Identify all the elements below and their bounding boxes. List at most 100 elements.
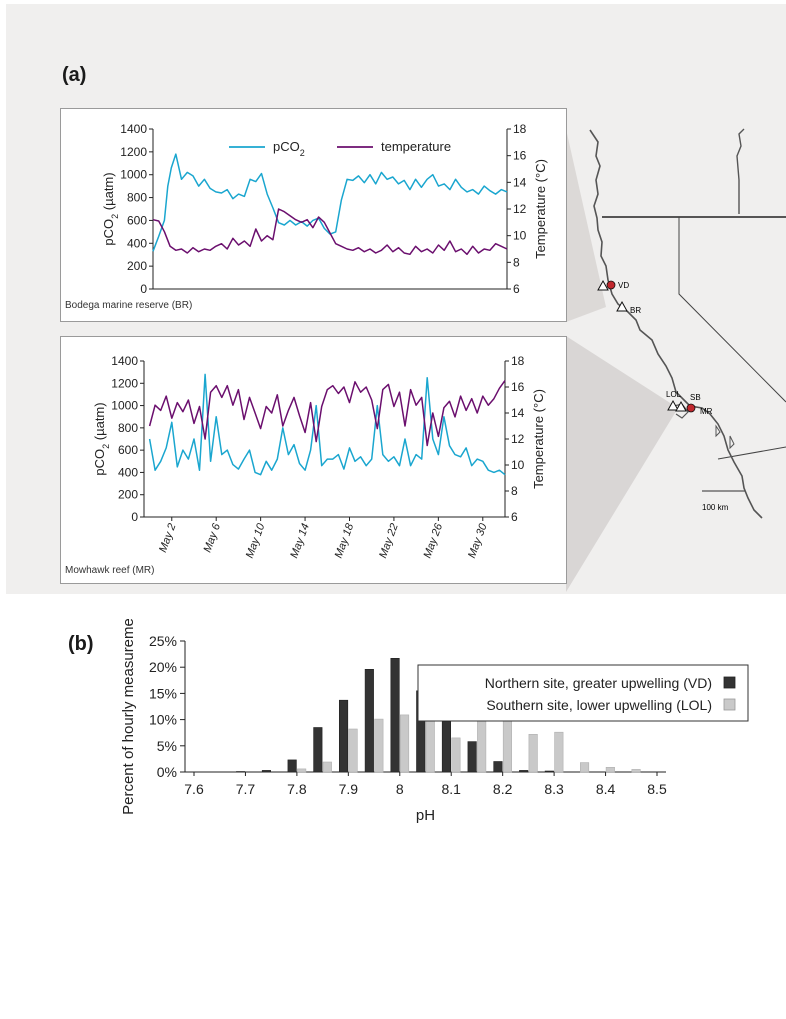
x-tick-label: 7.6 xyxy=(184,781,204,797)
bar-vd-7.85 xyxy=(313,727,323,773)
legend-label-pco2-subscript: 2 xyxy=(300,148,305,158)
island xyxy=(715,424,721,438)
site-marker-vd-red xyxy=(606,280,616,290)
y2-tick-label: 8 xyxy=(511,484,518,498)
bar-vd-8.3 xyxy=(544,770,554,773)
bar-lol-7.8 xyxy=(297,768,307,773)
y-axis-title: Percent of hourly measurements xyxy=(120,619,137,815)
legend-label-temperature: temperature xyxy=(381,139,451,154)
bar-lol-8.4 xyxy=(605,767,615,773)
site-marker-sb xyxy=(675,400,687,412)
bar-vd-7.75 xyxy=(261,770,272,773)
ph-histogram: 0% 5% 10% 15% 20% 25% 7.6 7.7 7.8 7.9 8 8.1 8.2 8.3 8.… xyxy=(120,619,749,824)
y2-tick-label: 6 xyxy=(511,510,518,524)
x-axis-title: pH xyxy=(416,807,435,824)
inset-bodega: 0 200 400 600 800 1000 1200 1400 6 8 10 12 14 16 18 pCO… xyxy=(60,108,567,322)
legend-swatch-0 xyxy=(723,676,736,689)
y2-tick-label: 12 xyxy=(513,202,527,216)
bar-lol-7.9 xyxy=(348,728,358,773)
y-tick-label: 600 xyxy=(118,443,138,457)
y-tick-label: 1400 xyxy=(111,354,138,368)
state-border xyxy=(678,217,786,403)
bar-vd-7.9 xyxy=(338,699,349,773)
bar-vd-8.15 xyxy=(467,741,477,773)
x-tick-label: May 14 xyxy=(288,522,312,560)
y-tick-label: 20% xyxy=(149,659,177,675)
site-caption-mr: Mowhawk reef (MR) xyxy=(65,565,155,576)
y-tick-label: 400 xyxy=(118,465,138,479)
pco2-line-mr xyxy=(148,373,506,476)
bar-lol-8.45 xyxy=(631,769,641,773)
site-label-sb: SB xyxy=(690,393,701,402)
legend-label-1: Southern site, lower upwelling (LOL) xyxy=(486,697,712,713)
y-tick-label: 600 xyxy=(127,213,147,227)
left-axis-title-unit: (µatm) xyxy=(92,402,107,443)
bar-lol-8.35 xyxy=(579,762,590,773)
x-tick-label: May 10 xyxy=(244,521,268,560)
y-tick-label: 0 xyxy=(140,282,147,296)
y2-tick-label: 12 xyxy=(511,432,525,446)
inset-mowhawk: 0 200 400 600 800 1000 1200 1400 6 8 10 12 14 16 18 pCO… xyxy=(60,336,567,584)
y2-tick-label: 14 xyxy=(511,406,525,420)
pco2-temperature-chart-br: 0 200 400 600 800 1000 1200 1400 6 8 10 12 14 16 18 pCO… xyxy=(101,122,548,296)
site-marker-br xyxy=(616,300,628,312)
left-axis-title: pCO2 (µatm) xyxy=(92,402,111,475)
panel-b-label: (b) xyxy=(68,633,94,655)
site-marker-mr xyxy=(686,403,696,413)
site-label-br: BR xyxy=(630,306,641,315)
bar-vd-8 xyxy=(390,657,400,773)
y2-tick-label: 16 xyxy=(513,149,527,163)
x-tick-label: May 2 xyxy=(157,522,179,554)
pco2-temperature-chart-mr: 0 200 400 600 800 1000 1200 1400 6 8 10 12 14 16 18 pCO… xyxy=(92,354,546,560)
site-marker-vd xyxy=(597,279,609,291)
y-tick-label: 200 xyxy=(118,488,138,502)
site-label-vd: VD xyxy=(618,281,629,290)
y-tick-label: 1000 xyxy=(111,399,138,413)
bar-lol-8.25 xyxy=(528,734,538,773)
left-axis-title: pCO2 (µatm) xyxy=(101,172,120,245)
x-tick-label: May 18 xyxy=(333,521,357,560)
left-axis-title-unit: (µatm) xyxy=(101,172,116,213)
island xyxy=(729,435,735,450)
bar-vd-8.25 xyxy=(519,770,529,773)
x-tick-label: May 26 xyxy=(422,521,446,560)
state-border xyxy=(717,446,786,460)
x-tick-label: 8.3 xyxy=(544,781,564,797)
y-tick-label: 800 xyxy=(118,421,138,435)
right-axis-title: Temperature (°C) xyxy=(531,389,546,489)
temperature-line-mr xyxy=(148,380,506,447)
left-axis-title-subscript: 2 xyxy=(101,444,111,449)
x-tick-label: 8.2 xyxy=(493,781,513,797)
coastline-map: VD BR LOL SB MR 100 km xyxy=(566,128,786,592)
y-tick-label: 1200 xyxy=(111,376,138,390)
x-tick-label: May 30 xyxy=(466,521,490,560)
coastline xyxy=(589,129,763,519)
bar-lol-7.85 xyxy=(322,761,332,773)
bar-vd-7.95 xyxy=(364,668,374,773)
bar-lol-8.1 xyxy=(451,737,461,773)
bar-lol-8 xyxy=(399,714,410,773)
bar-lol-7.95 xyxy=(374,718,384,773)
y2-tick-label: 18 xyxy=(513,122,527,136)
y-tick-label: 1400 xyxy=(120,122,147,136)
right-axis-title: Temperature (°C) xyxy=(533,159,548,259)
legend-label-pco2: pCO2 xyxy=(273,139,305,158)
panel-a-label: (a) xyxy=(62,64,87,86)
x-tick-label: 7.7 xyxy=(236,781,256,797)
site-label-mr: MR xyxy=(700,407,713,416)
temperature-line-br xyxy=(152,208,508,256)
bar-vd-8.2 xyxy=(493,761,503,773)
y-tick-label: 0% xyxy=(157,764,177,780)
y-tick-label: 15% xyxy=(149,685,177,701)
site-label-lol: LOL xyxy=(666,390,682,399)
x-tick-label: May 6 xyxy=(201,521,223,554)
panel-a-background: VD BR LOL SB MR 100 km (a) 0 200 400 600 800… xyxy=(6,4,786,594)
y2-tick-label: 6 xyxy=(513,282,520,296)
y-tick-label: 0 xyxy=(131,510,138,524)
legend-swatch-1 xyxy=(723,698,736,711)
y-tick-label: 1200 xyxy=(120,145,147,159)
y-tick-label: 1000 xyxy=(120,168,147,182)
y-tick-label: 5% xyxy=(157,738,177,754)
y2-tick-label: 8 xyxy=(513,255,520,269)
site-marker-lol xyxy=(667,399,679,411)
